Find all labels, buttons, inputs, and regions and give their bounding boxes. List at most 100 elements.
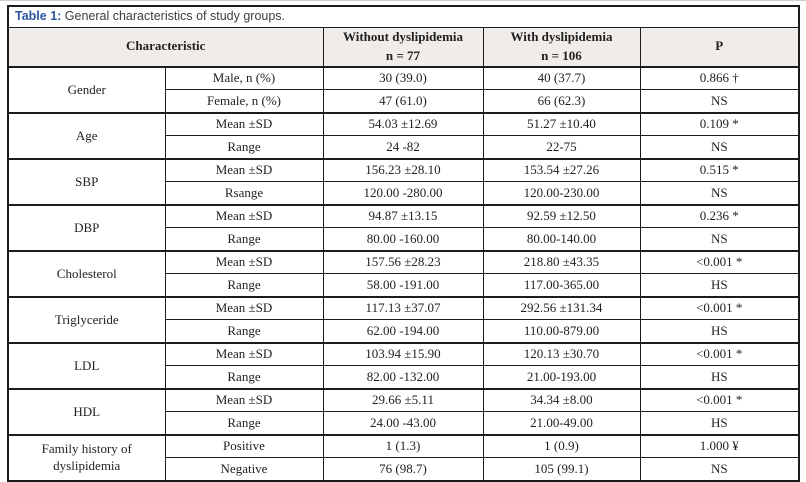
value-p: NS bbox=[639, 227, 800, 252]
table-caption-row: Table 1: General characteristics of stud… bbox=[7, 5, 800, 28]
sub-label: Rsange bbox=[164, 181, 324, 206]
value-without: 156.23 ±28.10 bbox=[322, 157, 484, 183]
value-with: 34.34 ±8.00 bbox=[482, 387, 641, 413]
value-without: 29.66 ±5.11 bbox=[322, 387, 484, 413]
value-p: 0.866 † bbox=[639, 65, 800, 91]
characteristic-triglyceride: Triglyceride bbox=[7, 295, 166, 344]
value-without: 62.00 -194.00 bbox=[322, 319, 484, 344]
value-p: 0.109 * bbox=[639, 111, 800, 137]
col-header-with-n: n = 106 bbox=[541, 47, 582, 63]
table-row: Negative 76 (98.7) 105 (99.1) NS bbox=[8, 457, 800, 482]
table-row: Triglyceride Mean ±SD 117.13 ±37.07 292.… bbox=[7, 295, 800, 344]
table-row: LDL Mean ±SD 103.94 ±15.90 120.13 ±30.70… bbox=[7, 341, 800, 390]
value-with: 218.80 ±43.35 bbox=[482, 249, 641, 275]
table-caption: Table 1: General characteristics of stud… bbox=[7, 5, 800, 28]
sub-label: Range bbox=[164, 273, 324, 298]
value-without: 58.00 -191.00 bbox=[322, 273, 484, 298]
value-with: 1 (0.9) bbox=[482, 433, 641, 459]
sub-label: Range bbox=[164, 319, 324, 344]
header-row: Characteristic Without dyslipidemia n = … bbox=[7, 26, 800, 68]
table-row: Range 82.00 -132.00 21.00-193.00 HS bbox=[8, 365, 800, 390]
value-p: HS bbox=[639, 319, 800, 344]
value-with: 21.00-193.00 bbox=[482, 365, 641, 390]
value-with: 153.54 ±27.26 bbox=[482, 157, 641, 183]
table-row: SBP Mean ±SD 156.23 ±28.10 153.54 ±27.26… bbox=[7, 157, 800, 206]
value-without: 103.94 ±15.90 bbox=[322, 341, 484, 367]
table-row: Range 24.00 -43.00 21.00-49.00 HS bbox=[8, 411, 800, 436]
table-row: DBP Mean ±SD 94.87 ±13.15 92.59 ±12.50 0… bbox=[7, 203, 800, 252]
value-without: 157.56 ±28.23 bbox=[322, 249, 484, 275]
study-characteristics-table: Table 1: General characteristics of stud… bbox=[7, 5, 801, 482]
value-p: NS bbox=[639, 181, 800, 206]
value-p: NS bbox=[639, 135, 800, 160]
value-with: 66 (62.3) bbox=[482, 89, 641, 114]
table-row: Range 58.00 -191.00 117.00-365.00 HS bbox=[8, 273, 800, 298]
value-with: 80.00-140.00 bbox=[482, 227, 641, 252]
value-without: 120.00 -280.00 bbox=[322, 181, 484, 206]
sub-label: Mean ±SD bbox=[164, 249, 324, 275]
sub-label: Mean ±SD bbox=[164, 157, 324, 183]
value-with: 117.00-365.00 bbox=[482, 273, 641, 298]
sub-label: Range bbox=[164, 411, 324, 436]
table-row: Rsange 120.00 -280.00 120.00-230.00 NS bbox=[8, 181, 800, 206]
table-row: Family history of dyslipidemia Positive … bbox=[7, 433, 800, 482]
col-header-without-dyslipidemia: Without dyslipidemia n = 77 bbox=[322, 26, 484, 68]
value-without: 47 (61.0) bbox=[322, 89, 484, 114]
sub-label: Mean ±SD bbox=[164, 111, 324, 137]
sub-label: Mean ±SD bbox=[164, 295, 324, 321]
value-with: 292.56 ±131.34 bbox=[482, 295, 641, 321]
sub-label: Mean ±SD bbox=[164, 387, 324, 413]
value-with: 120.00-230.00 bbox=[482, 181, 641, 206]
value-with: 92.59 ±12.50 bbox=[482, 203, 641, 229]
table-caption-text: General characteristics of study groups. bbox=[61, 9, 286, 24]
sub-label: Positive bbox=[164, 433, 324, 459]
value-with: 21.00-49.00 bbox=[482, 411, 641, 436]
value-without: 24 -82 bbox=[322, 135, 484, 160]
sub-label: Female, n (%) bbox=[164, 89, 324, 114]
value-p: <0.001 * bbox=[639, 295, 800, 321]
value-with: 110.00-879.00 bbox=[482, 319, 641, 344]
col-header-with-line1: With dyslipidemia bbox=[510, 29, 613, 44]
value-without: 76 (98.7) bbox=[322, 457, 484, 482]
value-p: <0.001 * bbox=[639, 341, 800, 367]
sub-label: Negative bbox=[164, 457, 324, 482]
characteristic-dbp: DBP bbox=[7, 203, 166, 252]
table-row: Female, n (%) 47 (61.0) 66 (62.3) NS bbox=[8, 89, 800, 114]
sub-label: Range bbox=[164, 135, 324, 160]
value-without: 94.87 ±13.15 bbox=[322, 203, 484, 229]
table-row: Range 80.00 -160.00 80.00-140.00 NS bbox=[8, 227, 800, 252]
characteristic-gender: Gender bbox=[7, 65, 166, 114]
sub-label: Mean ±SD bbox=[164, 203, 324, 229]
value-p: 1.000 ¥ bbox=[639, 433, 800, 459]
value-p: 0.236 * bbox=[639, 203, 800, 229]
table-row: Range 24 -82 22-75 NS bbox=[8, 135, 800, 160]
col-header-characteristic: Characteristic bbox=[7, 26, 324, 68]
characteristic-ldl: LDL bbox=[7, 341, 166, 390]
table-caption-label: Table 1: bbox=[15, 9, 62, 24]
col-header-without-line1: Without dyslipidemia bbox=[342, 29, 464, 44]
sub-label: Range bbox=[164, 365, 324, 390]
value-without: 54.03 ±12.69 bbox=[322, 111, 484, 137]
value-p: HS bbox=[639, 411, 800, 436]
value-p: HS bbox=[639, 273, 800, 298]
sub-label: Male, n (%) bbox=[164, 65, 324, 91]
sub-label: Range bbox=[164, 227, 324, 252]
value-with: 22-75 bbox=[482, 135, 641, 160]
characteristic-cholesterol: Cholesterol bbox=[7, 249, 166, 298]
value-without: 1 (1.3) bbox=[322, 433, 484, 459]
value-without: 80.00 -160.00 bbox=[322, 227, 484, 252]
col-header-with-dyslipidemia: With dyslipidemia n = 106 bbox=[482, 26, 641, 68]
value-p: 0.515 * bbox=[639, 157, 800, 183]
value-p: <0.001 * bbox=[639, 387, 800, 413]
table-row: HDL Mean ±SD 29.66 ±5.11 34.34 ±8.00 <0.… bbox=[7, 387, 800, 436]
characteristic-family-history: Family history of dyslipidemia bbox=[7, 433, 166, 482]
characteristic-age: Age bbox=[7, 111, 166, 160]
value-p: NS bbox=[639, 457, 800, 482]
value-p: NS bbox=[639, 89, 800, 114]
value-p: HS bbox=[639, 365, 800, 390]
value-with: 51.27 ±10.40 bbox=[482, 111, 641, 137]
value-with: 105 (99.1) bbox=[482, 457, 641, 482]
value-without: 117.13 ±37.07 bbox=[322, 295, 484, 321]
table-row: Age Mean ±SD 54.03 ±12.69 51.27 ±10.40 0… bbox=[7, 111, 800, 160]
